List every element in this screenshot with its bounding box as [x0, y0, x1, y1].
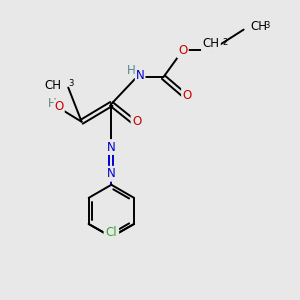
- Text: O: O: [178, 44, 187, 57]
- Text: O: O: [55, 100, 64, 113]
- Text: Cl: Cl: [106, 226, 118, 239]
- Text: N: N: [107, 140, 116, 154]
- Text: CH: CH: [45, 79, 62, 92]
- Text: 3: 3: [264, 21, 269, 30]
- Text: CH: CH: [202, 38, 219, 50]
- Text: CH: CH: [250, 20, 267, 33]
- Text: Cl: Cl: [105, 226, 117, 239]
- Text: H: H: [127, 64, 136, 77]
- Text: O: O: [182, 88, 192, 101]
- Text: 2: 2: [222, 38, 227, 47]
- Text: O: O: [132, 115, 141, 128]
- Text: 3: 3: [68, 79, 74, 88]
- Text: H: H: [48, 97, 56, 110]
- Text: N: N: [136, 69, 145, 82]
- Text: N: N: [107, 167, 116, 180]
